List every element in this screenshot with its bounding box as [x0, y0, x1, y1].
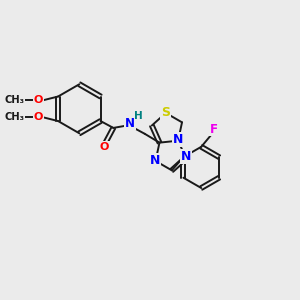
Text: N: N: [181, 150, 191, 163]
Text: F: F: [210, 123, 218, 136]
Text: S: S: [161, 106, 170, 119]
Text: O: O: [34, 95, 43, 105]
Text: H: H: [134, 111, 142, 121]
Text: N: N: [149, 154, 160, 167]
Text: CH₃: CH₃: [5, 112, 25, 122]
Text: CH₃: CH₃: [5, 95, 25, 105]
Text: N: N: [173, 133, 183, 146]
Text: N: N: [125, 116, 135, 130]
Text: O: O: [34, 112, 43, 122]
Text: O: O: [100, 142, 109, 152]
